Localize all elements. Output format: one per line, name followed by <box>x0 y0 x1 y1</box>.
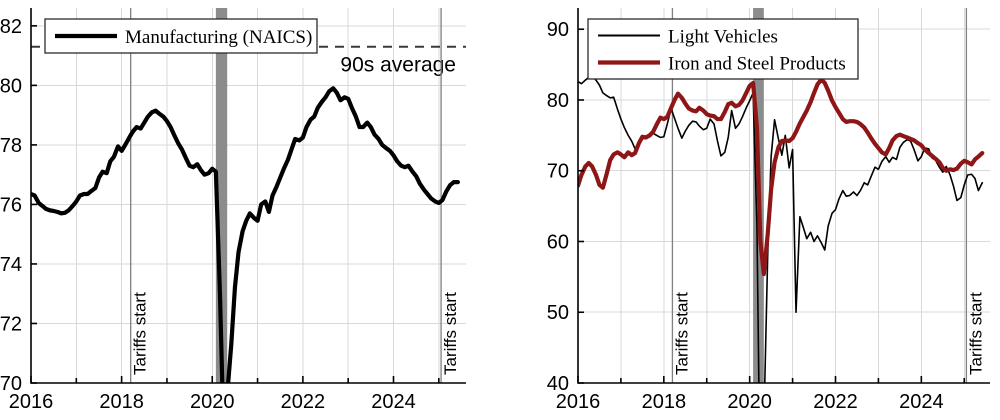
x-tick-label: 2018 <box>642 391 687 413</box>
y-tick-label: 76 <box>0 194 22 216</box>
y-tick-label: 70 <box>0 373 22 395</box>
x-tick-label: 2020 <box>727 391 772 413</box>
x-tick-label: 2022 <box>813 391 858 413</box>
series-group <box>578 75 985 383</box>
chart-panel-right: Tariffs start Tariffs start 40 50 60 70 80 90 20… <box>500 0 1000 420</box>
event-label-tariffs-start: Tariffs start <box>966 292 985 375</box>
x-tick-label: 2022 <box>281 391 326 413</box>
legend-box <box>587 18 859 80</box>
y-tick-label: 80 <box>547 90 569 112</box>
series-line-1 <box>578 77 985 277</box>
y-tick-label: 82 <box>0 16 22 38</box>
legend-label-0: Light Vehicles <box>668 27 778 48</box>
chart-svg-right: Tariffs start Tariffs start 40 50 60 70 80 90 20… <box>547 8 990 413</box>
x-tick-label: 2024 <box>899 391 944 413</box>
average-reference-label: 90s average <box>340 54 456 77</box>
gridlines <box>578 8 990 383</box>
x-tick-label: 2020 <box>190 391 235 413</box>
y-tick-label: 90 <box>547 19 569 41</box>
x-tick-label: 2024 <box>371 391 416 413</box>
recession-band <box>215 8 228 383</box>
y-tick-label: 78 <box>0 135 22 157</box>
x-tick-label: 2016 <box>556 391 601 413</box>
event-label-tariffs-start: Tariffs start <box>131 292 150 375</box>
chart-panel-left: 90s average Tariffs start Tariffs start 70 7… <box>0 8 466 413</box>
legend-label-1: Iron and Steel Products <box>668 54 846 75</box>
x-tick-label: 2016 <box>9 391 54 413</box>
chart-legend: Light Vehicles Iron and Steel Products <box>587 18 859 80</box>
series-group <box>31 86 460 383</box>
y-tick-label: 80 <box>0 75 22 97</box>
legend-label-0: Manufacturing (NAICS) <box>125 27 312 48</box>
event-label-tariffs-start: Tariffs start <box>441 292 460 375</box>
y-tick-label: 72 <box>0 313 22 335</box>
x-tick-label: 2018 <box>99 391 144 413</box>
y-tick-label: 40 <box>547 373 569 395</box>
chart-svg-left: 90s average Tariffs start Tariffs start 70 7… <box>0 8 466 413</box>
y-tick-label: 50 <box>547 302 569 324</box>
y-tick-label: 60 <box>547 231 569 253</box>
y-tick-label: 74 <box>0 254 22 276</box>
event-label-tariffs-start: Tariffs start <box>672 292 691 375</box>
series-line-0 <box>31 86 460 383</box>
y-tick-label: 70 <box>547 161 569 183</box>
chart-legend: Manufacturing (NAICS) <box>44 18 318 54</box>
